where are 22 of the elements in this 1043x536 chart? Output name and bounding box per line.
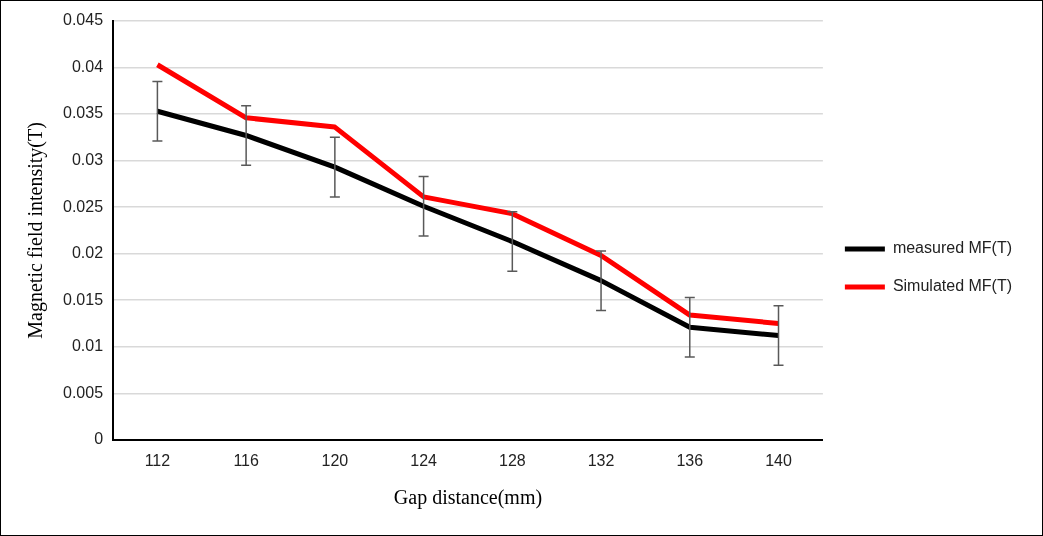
x-tick-label: 116 <box>233 451 259 469</box>
x-tick-label: 136 <box>676 451 704 469</box>
y-tick-label: 0.03 <box>71 151 104 169</box>
y-tick-label: 0.005 <box>62 383 104 401</box>
x-tick-label: 132 <box>587 451 615 469</box>
x-tick-label: 128 <box>498 451 526 469</box>
y-tick-label: 0.035 <box>62 104 104 122</box>
y-tick-label: 0.04 <box>71 57 104 75</box>
y-axis-title: Magnetic field intensity(T) <box>24 122 48 339</box>
y-tick-label: 0.025 <box>62 197 104 215</box>
y-tick-label: 0.01 <box>71 337 104 355</box>
y-tick-label: 0.015 <box>62 290 104 308</box>
y-tick-label: 0.045 <box>62 11 104 29</box>
legend-label: Simulated MF(T) <box>892 277 1012 295</box>
x-tick-label: 112 <box>144 451 171 469</box>
x-tick-label: 124 <box>410 451 438 469</box>
x-tick-label: 140 <box>765 451 792 469</box>
y-tick-label: 0 <box>94 430 104 448</box>
legend-label: measured MF(T) <box>892 239 1012 257</box>
y-tick-label: 0.02 <box>71 244 104 262</box>
x-tick-label: 120 <box>321 451 349 469</box>
x-axis-title: Gap distance(mm) <box>393 486 543 510</box>
